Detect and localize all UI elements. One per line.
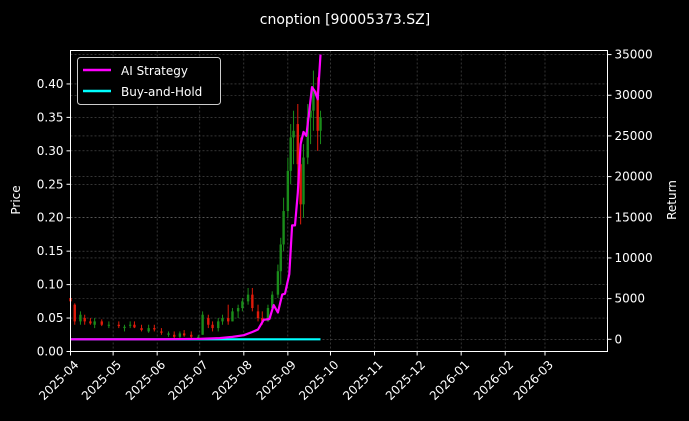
y-tick-label-left: 0.20: [37, 211, 64, 225]
candle-body: [117, 324, 121, 327]
candle-body: [299, 164, 302, 205]
y-tick-label-right: 25000: [615, 129, 653, 143]
candle-body: [302, 157, 305, 205]
candle-body: [286, 170, 290, 212]
candle-body: [83, 318, 86, 322]
candle-body: [217, 321, 220, 329]
candle-body: [231, 311, 234, 322]
candle-body: [167, 333, 170, 335]
candle-body: [226, 318, 230, 322]
candle-body: [207, 318, 210, 325]
candle-body: [316, 90, 319, 131]
x-tick-label: 2025-05: [79, 358, 124, 403]
x-tick-label: 2026-03: [511, 358, 556, 403]
candle-body: [282, 211, 285, 245]
candle-body: [279, 244, 282, 272]
candle-body: [246, 294, 250, 302]
x-tick-label: 2025-12: [383, 358, 428, 403]
candle-body: [73, 304, 76, 322]
candle-body: [107, 324, 111, 326]
x-tick-label: 2025-09: [254, 358, 299, 403]
legend-label-buy-and-hold: Buy-and-Hold: [121, 85, 202, 99]
plot-frame: [70, 50, 608, 352]
candle-body: [173, 334, 176, 337]
y-tick-label-left: 0.40: [37, 77, 64, 91]
candle-body: [292, 130, 295, 138]
candle-body: [100, 321, 103, 325]
candle-body: [289, 137, 292, 171]
candle-body: [296, 124, 300, 165]
chart-title: cnoption [90005373.SZ]: [260, 12, 430, 28]
x-tick-label: 2026-01: [427, 358, 472, 403]
y-tick-label-left: 0.35: [37, 110, 64, 124]
y-tick-label-right: 20000: [615, 170, 653, 184]
candle-body: [147, 328, 150, 332]
candle-body: [133, 324, 136, 328]
y-tick-label-right: 5000: [615, 292, 646, 306]
y-axis-right-label: Return: [665, 180, 679, 220]
legend-box: [77, 57, 221, 105]
y-tick-label-right: 30000: [615, 88, 653, 102]
candle-body: [201, 314, 204, 335]
x-tick-label: 2025-07: [165, 358, 210, 403]
candle-body: [178, 333, 182, 337]
y-tick-label-right: 10000: [615, 251, 653, 265]
y-tick-label-left: 0.00: [37, 345, 64, 359]
x-tick-label: 2025-08: [210, 358, 255, 403]
candle-body: [306, 117, 309, 158]
candle-body: [79, 314, 82, 322]
candle-body: [89, 321, 92, 324]
x-tick-label: 2025-11: [340, 358, 385, 403]
candle-body: [309, 110, 312, 118]
candle-body: [160, 331, 163, 333]
candle-body: [93, 321, 96, 325]
y-axis-left-label: Price: [9, 185, 23, 214]
y-tick-label-right: 35000: [615, 48, 653, 62]
y-tick-label-left: 0.10: [37, 278, 64, 292]
candle-body: [211, 324, 214, 329]
x-tick-label: 2025-10: [296, 358, 341, 403]
candle-body: [276, 271, 280, 295]
y-tick-label-left: 0.25: [37, 177, 64, 191]
candle-body: [153, 328, 156, 330]
candle-body: [221, 318, 224, 322]
candle-body: [140, 328, 143, 331]
candle-body: [256, 311, 260, 319]
candle-body: [251, 294, 254, 309]
y-tick-label-right: 0: [615, 332, 623, 346]
ai-strategy-line: [70, 54, 322, 341]
candle-body: [319, 117, 322, 131]
legend-label-ai-strategy: AI Strategy: [121, 64, 188, 78]
candle-body: [128, 324, 132, 326]
candle-body: [182, 333, 186, 336]
x-tick-label: 2026-02: [471, 358, 516, 403]
candle-body: [266, 308, 270, 322]
y-tick-label-right: 15000: [615, 210, 653, 224]
candle-body: [236, 308, 240, 312]
x-tick-label: 2025-04: [36, 358, 81, 403]
candle-body: [312, 90, 315, 111]
candle-body: [197, 336, 200, 339]
y-tick-label-left: 0.05: [37, 311, 64, 325]
candle-body: [271, 294, 274, 309]
y-tick-label-left: 0.15: [37, 244, 64, 258]
candle-body: [241, 301, 244, 309]
y-tick-label-left: 0.30: [37, 144, 64, 158]
x-tick-label: 2025-06: [123, 358, 168, 403]
candle-body: [261, 318, 264, 322]
candle-body: [190, 334, 193, 337]
legend: AI Strategy Buy-and-Hold: [77, 57, 221, 105]
candle-body: [123, 326, 126, 329]
